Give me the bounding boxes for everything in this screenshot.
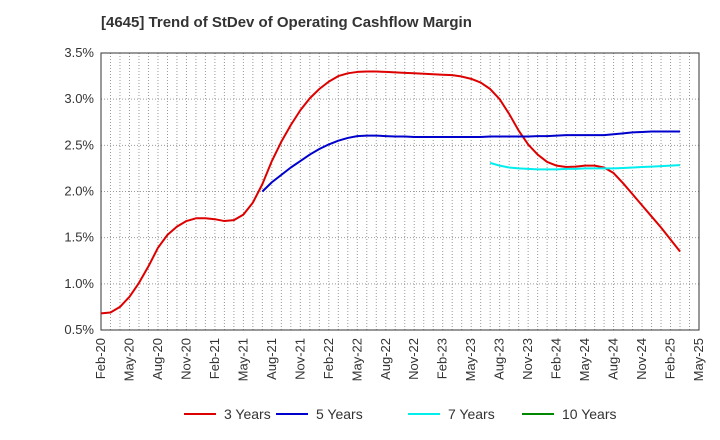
x-tick-label: Feb-23 [435,338,450,379]
legend: 3 Years 5 Years 7 Years 10 Years [184,406,617,422]
x-tick-label: Nov-22 [406,338,421,380]
x-tick-label: May-24 [577,338,592,381]
legend-label: 7 Years [448,406,495,422]
x-tick-label: May-22 [349,338,364,381]
legend-label: 3 Years [224,406,271,422]
x-tick-label: Feb-25 [663,338,678,379]
y-tick-label: 2.5% [64,137,94,152]
x-tick-label: Aug-24 [606,338,621,380]
chart-title: [4645] Trend of StDev of Operating Cashf… [101,14,472,31]
x-tick-label: Feb-21 [207,338,222,379]
plot-frame [100,52,700,331]
y-tick-label: 1.0% [64,276,94,291]
y-tick-label: 2.0% [64,184,94,199]
x-tick-label: May-20 [121,338,136,381]
x-tick-label: May-21 [235,338,250,381]
x-tick-label: May-23 [463,338,478,381]
y-tick-label: 3.5% [64,45,94,60]
x-axis-ticks: Feb-20 May-20 Aug-20 Nov-20 Feb-21 May-21 Aug-… [93,338,706,381]
series-lines [100,70,681,315]
x-tick-label: Aug-23 [492,338,507,380]
x-tick-label: Feb-20 [93,338,108,379]
y-tick-label: 0.5% [64,322,94,337]
series-line-3-years [100,70,681,315]
x-tick-label: Aug-22 [378,338,393,380]
x-tick-label: May-25 [691,338,706,381]
legend-label: 10 Years [562,406,617,422]
x-tick-label: Nov-21 [292,338,307,380]
series-line-5-years [261,130,681,193]
x-tick-label: Aug-20 [150,338,165,380]
series-line-7-years [489,161,681,171]
x-tick-label: Feb-24 [549,338,564,379]
x-tick-label: Aug-21 [264,338,279,380]
grid [100,52,700,331]
y-tick-label: 3.0% [64,91,94,106]
x-tick-label: Nov-23 [520,338,535,380]
x-tick-label: Nov-20 [178,338,193,380]
x-tick-label: Feb-22 [321,338,336,379]
legend-label: 5 Years [316,406,363,422]
y-tick-label: 1.5% [64,230,94,245]
x-tick-label: Nov-24 [634,338,649,380]
y-axis-ticks: 0.5% 1.0% 1.5% 2.0% 2.5% 3.0% 3.5% [64,45,94,337]
